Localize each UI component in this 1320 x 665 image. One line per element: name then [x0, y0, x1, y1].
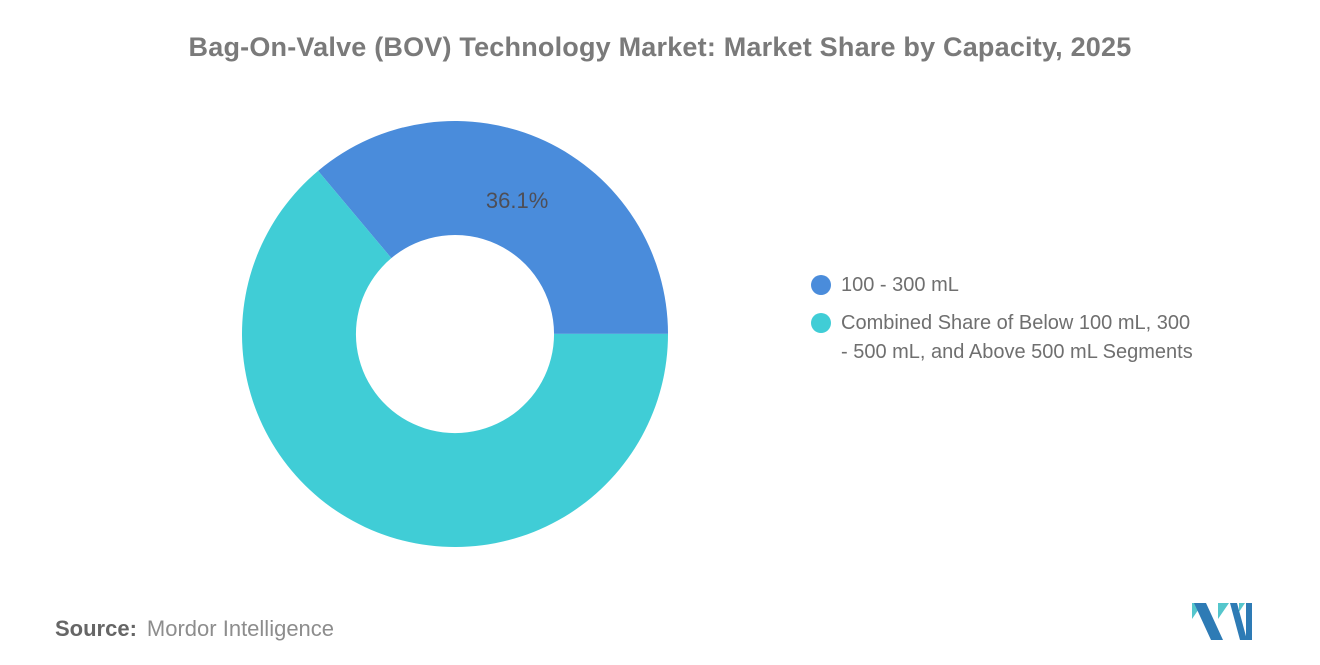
- legend: 100 - 300 mL Combined Share of Below 100 …: [811, 271, 1193, 376]
- legend-item-1[interactable]: 100 - 300 mL: [811, 271, 1193, 300]
- source-label: Source:: [55, 616, 137, 641]
- legend-label: 100 - 300 mL: [841, 274, 959, 296]
- pie-slice-1[interactable]: [318, 121, 668, 334]
- source-value: Mordor Intelligence: [146, 616, 335, 641]
- legend-marker: [811, 313, 831, 333]
- pie-slice-2[interactable]: [242, 170, 669, 548]
- data-label: 36.1%: [486, 188, 548, 213]
- source-line: Source: Mordor Intelligence: [55, 616, 334, 642]
- chart-title: Bag-On-Valve (BOV) Technology Market: Ma…: [188, 32, 1132, 62]
- legend-marker: [811, 275, 831, 295]
- legend-item-2[interactable]: Combined Share of Below 100 mL, 300- 500…: [811, 309, 1193, 367]
- legend-label: Combined Share of Below 100 mL, 300- 500…: [841, 312, 1193, 363]
- mordor-intelligence-logo: [1192, 603, 1252, 640]
